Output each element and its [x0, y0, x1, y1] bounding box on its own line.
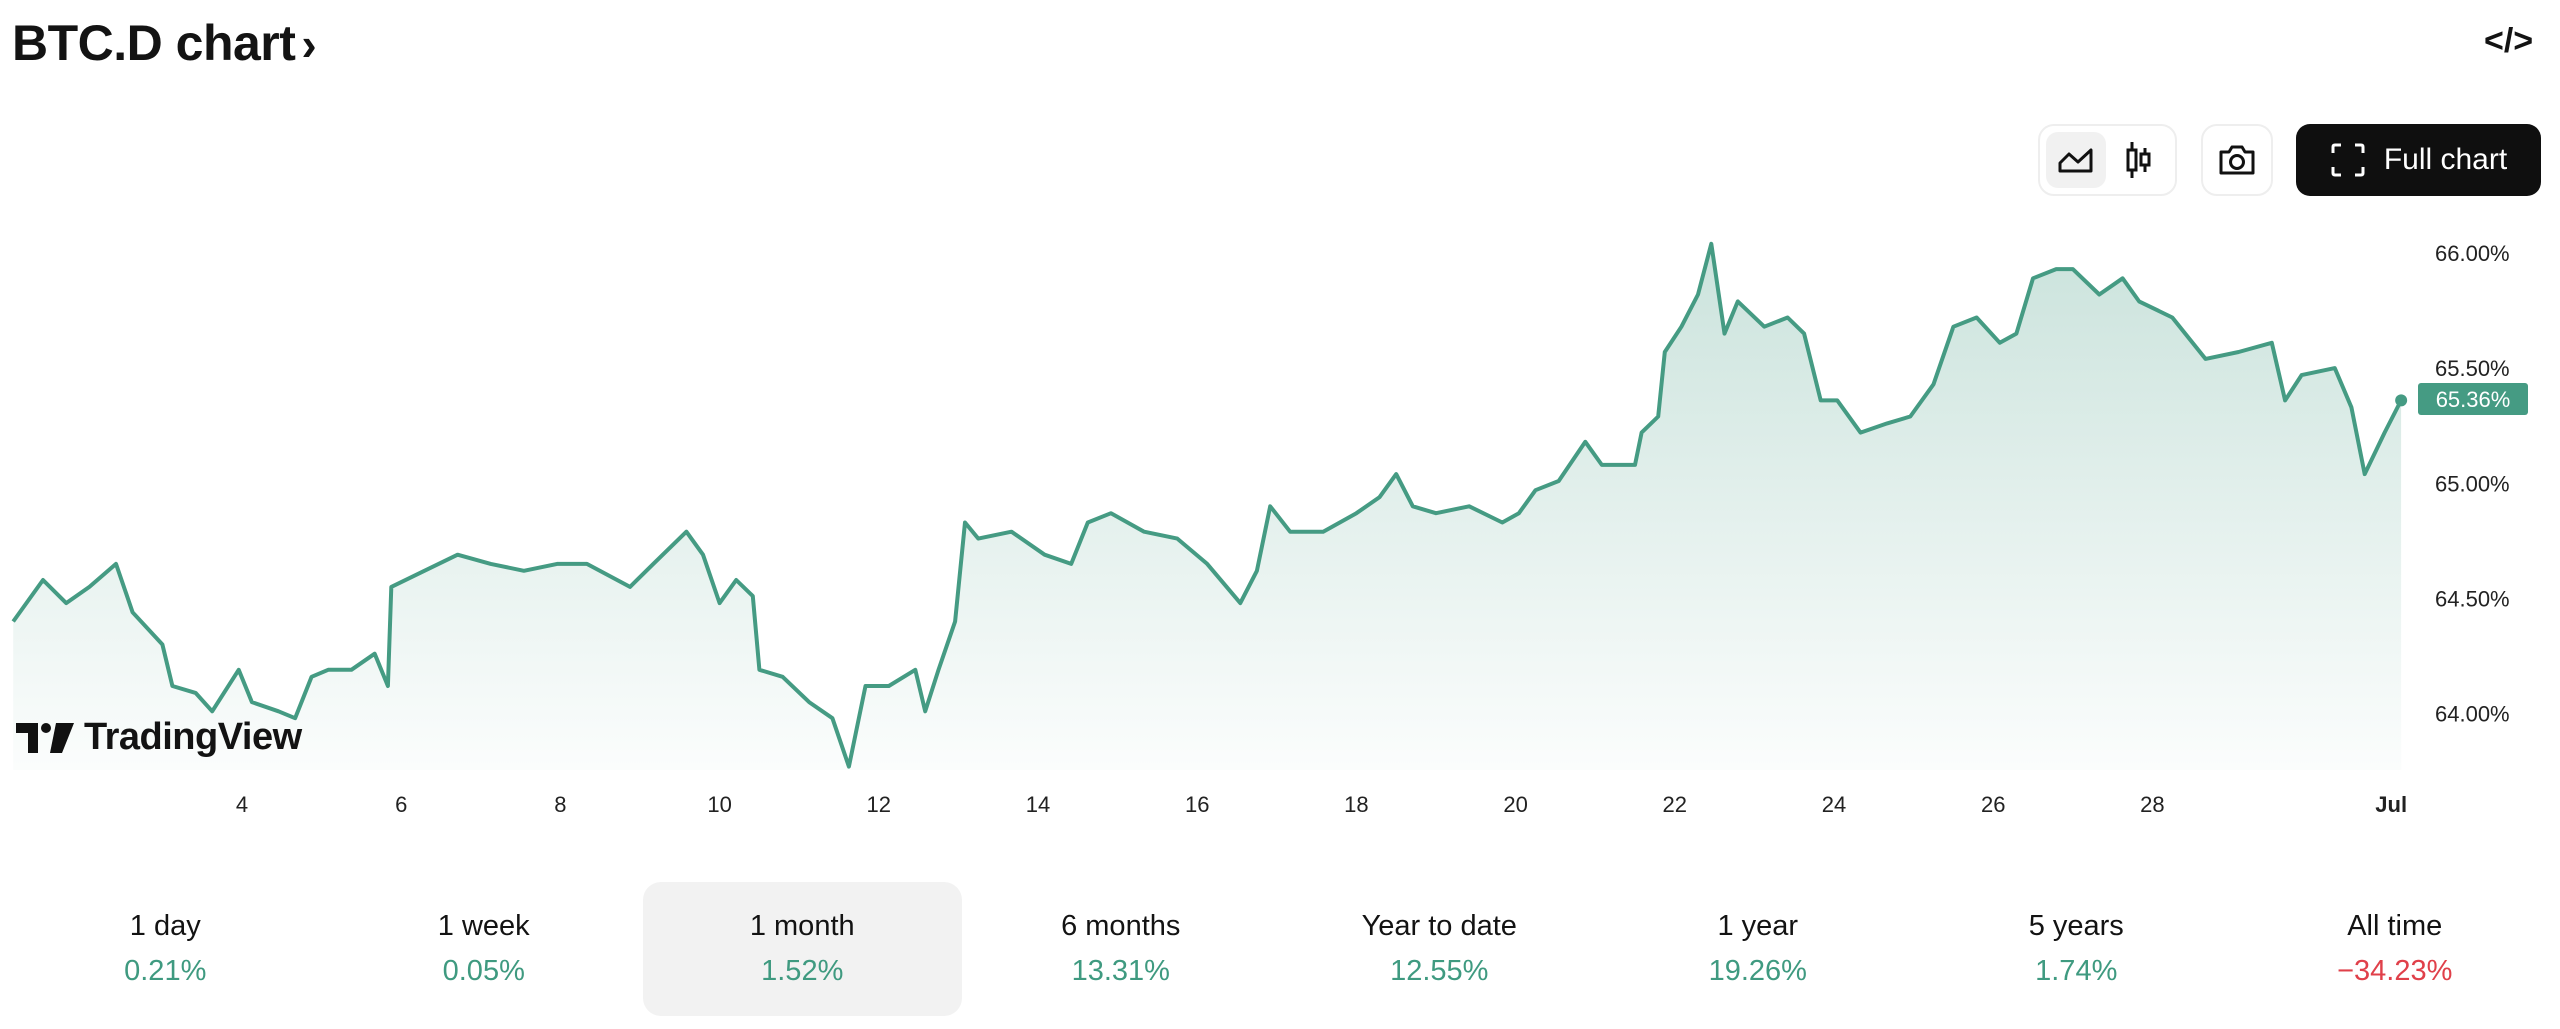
area-fill [13, 243, 2402, 771]
full-chart-label: Full chart [2383, 143, 2508, 176]
y-axis: 66.00% 65.50% 65.00% 64.50% 64.00% [2435, 241, 2510, 727]
period-label: 1 week [437, 910, 530, 942]
full-chart-button[interactable]: Full chart [2296, 124, 2541, 196]
area-chart-button[interactable] [2046, 132, 2106, 188]
x-tick-label: 28 [2140, 792, 2164, 817]
period-change: −34.23% [2337, 955, 2453, 987]
x-tick-label: 6 [395, 792, 407, 817]
period-label: Year to date [1361, 910, 1517, 942]
x-tick-label: Jul [2375, 792, 2407, 817]
camera-icon [2219, 145, 2255, 175]
x-tick-label: 16 [1185, 792, 1209, 817]
period-1-week[interactable]: 1 week 0.05% [325, 882, 644, 1016]
screenshot-button[interactable] [2201, 124, 2273, 196]
period-label: 1 year [1717, 910, 1799, 942]
candlestick-icon [2126, 142, 2151, 178]
page-title[interactable]: BTC.D chart › [12, 14, 317, 72]
x-axis: 4 6 8 10 12 14 16 18 20 22 24 26 28 Jul [236, 792, 2407, 817]
tradingview-logo: TradingView [16, 716, 302, 759]
candlestick-button[interactable] [2108, 132, 2168, 188]
x-tick-label: 20 [1503, 792, 1527, 817]
period-5-years[interactable]: 5 years 1.74% [1917, 882, 2236, 1016]
last-point-marker [2395, 394, 2408, 407]
period-label: 1 day [129, 910, 201, 942]
x-tick-label: 4 [236, 792, 248, 817]
title-text: BTC.D chart [12, 15, 296, 71]
last-value-badge-bg [2418, 383, 2528, 415]
performance-periods: 1 day 0.21% 1 week 0.05% 1 month 1.52% 6 month… [6, 882, 2554, 1016]
x-tick-label: 18 [1344, 792, 1368, 817]
period-label: 1 month [749, 910, 855, 942]
period-6-months[interactable]: 6 months 13.31% [962, 882, 1281, 1016]
y-tick-label: 64.00% [2435, 702, 2510, 727]
last-value-text: 65.36% [2436, 387, 2511, 412]
period-year-to-date[interactable]: Year to date 12.55% [1280, 882, 1599, 1016]
period-1-day[interactable]: 1 day 0.21% [6, 882, 325, 1016]
tradingview-text: TradingView [84, 716, 302, 758]
x-tick-label: 10 [707, 792, 731, 817]
y-tick-label: 64.50% [2435, 586, 2510, 611]
period-change: 12.55% [1390, 955, 1489, 987]
period-1-month[interactable]: 1 month 1.52% [643, 882, 962, 1016]
period-1-year[interactable]: 1 year 19.26% [1599, 882, 1918, 1016]
period-label: 5 years [2028, 910, 2124, 942]
period-label: 6 months [1061, 910, 1181, 942]
code-icon[interactable]: </> [2484, 22, 2534, 60]
period-change: 1.74% [2035, 955, 2118, 987]
y-tick-label: 66.00% [2435, 241, 2510, 266]
period-all-time[interactable]: All time −34.23% [2236, 882, 2555, 1016]
period-change: 13.31% [1071, 955, 1170, 987]
y-tick-label: 65.50% [2435, 356, 2510, 381]
price-chart[interactable]: 66.00% 65.50% 65.00% 64.50% 64.00% 4 6 8 10 12 14… [0, 0, 2560, 860]
x-tick-label: 22 [1663, 792, 1687, 817]
period-change: 0.05% [442, 955, 525, 987]
x-tick-label: 26 [1981, 792, 2005, 817]
tradingview-icon [16, 722, 74, 753]
price-line [11, 241, 2403, 769]
period-change: 0.21% [124, 955, 207, 987]
area-chart-icon [2058, 148, 2093, 173]
x-tick-label: 8 [554, 792, 566, 817]
period-change: 1.52% [761, 955, 844, 987]
period-change: 19.26% [1708, 955, 1807, 987]
x-tick-label: 14 [1026, 792, 1050, 817]
x-tick-label: 24 [1822, 792, 1846, 817]
x-tick-label: 12 [867, 792, 891, 817]
last-value-badge: 65.36% [2418, 383, 2528, 415]
y-tick-label: 65.00% [2435, 471, 2510, 496]
chart-style-toggle [2038, 124, 2177, 196]
period-label: All time [2347, 910, 2443, 942]
fullscreen-icon [2331, 143, 2365, 177]
chevron-right-icon: › [301, 18, 317, 70]
